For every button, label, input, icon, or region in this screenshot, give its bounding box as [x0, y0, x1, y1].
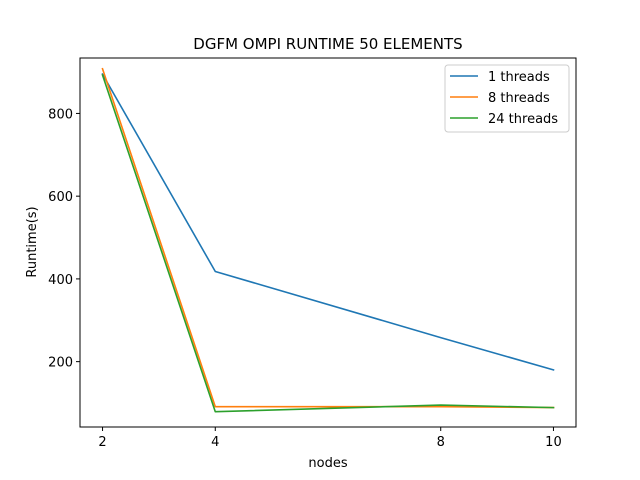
legend-label: 24 threads: [488, 112, 558, 127]
x-tick-label: 2: [98, 435, 106, 450]
series-line-1-threads: [101, 73, 555, 371]
y-tick-label: 800: [48, 107, 73, 122]
x-tick-label: 4: [211, 435, 219, 450]
x-tick-label: 8: [437, 435, 445, 450]
chart-title: DGFM OMPI RUNTIME 50 ELEMENTS: [193, 35, 462, 53]
y-tick-label: 400: [48, 273, 73, 288]
y-axis: 200 400 600 800: [48, 107, 80, 371]
y-tick-label: 600: [48, 190, 73, 205]
y-axis-label: Runtime(s): [25, 206, 40, 277]
legend-label: 1 threads: [488, 70, 550, 85]
legend-box: [444, 64, 570, 133]
x-axis-label: nodes: [308, 456, 347, 471]
series-layer: [101, 67, 555, 413]
legend: 1 threads 8 threads 24 threads: [444, 64, 570, 133]
x-axis: 2 4 8 10: [98, 427, 562, 450]
legend-label: 8 threads: [488, 91, 550, 106]
series-line-24-threads: [101, 73, 555, 413]
x-tick-label: 10: [545, 435, 562, 450]
y-tick-label: 200: [48, 356, 73, 371]
